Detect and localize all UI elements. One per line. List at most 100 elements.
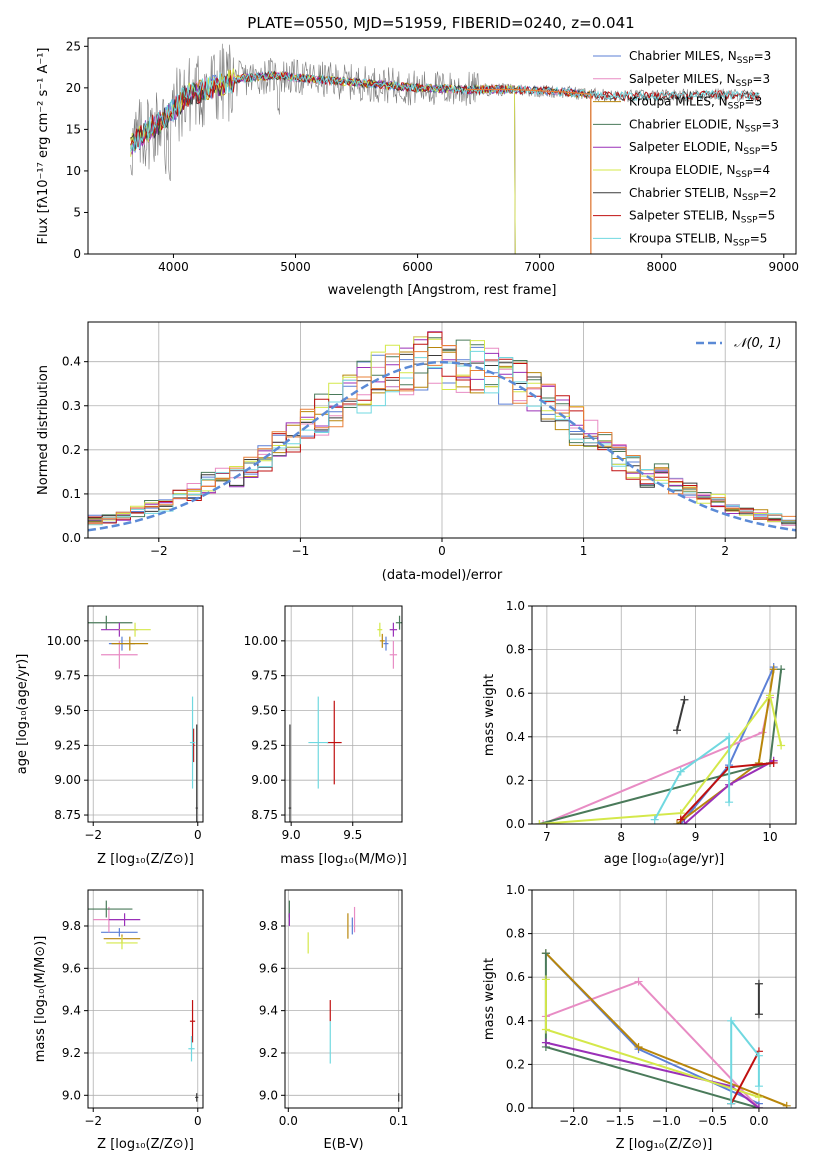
series-marker [754, 1051, 763, 1060]
y-tick-label: 10.00 [47, 634, 81, 648]
series-marker [754, 1093, 763, 1102]
age-vs-mass-xlabel: mass [log₁₀(M/M⊙)] [280, 852, 407, 867]
age_vs_Z-frame [87, 605, 204, 823]
y-tick-label: 1.0 [506, 883, 525, 897]
legend-label: Kroupa STELIB, NSSP=5 [629, 231, 767, 248]
x-tick-label: 9.5 [343, 828, 362, 842]
x-tick-label: −2 [150, 544, 168, 558]
point-kroupa-elodie [377, 622, 383, 637]
point-kroupa-miles [379, 633, 385, 648]
mass_weight_vs_age-frame [531, 605, 797, 825]
point-kroupa-elodie [119, 622, 151, 637]
series-marker [539, 820, 548, 824]
point-chabrier-miles [383, 636, 389, 651]
x-tick-label: 4000 [158, 260, 189, 274]
point-salpeter-elodie [108, 913, 141, 926]
series-salpeter-elodie [541, 1038, 763, 1108]
spectrum-frame [87, 37, 797, 255]
mass_weight_vs_age-axes: 7 8 9 10 0.0 0.2 0.4 0.6 0.8 1.0 [506, 599, 796, 844]
series-marker [754, 1010, 763, 1019]
series-marker [541, 949, 550, 958]
series-kroupa-stelib [727, 1016, 763, 1108]
x-tick-label: 1 [580, 544, 588, 558]
y-tick-label: 9.0 [62, 1088, 81, 1102]
mass_weight_vs_Z-xlabel: Z [log₁₀(Z/Z⊙)] [616, 1137, 713, 1152]
model-spectrum-kroupa-stelib [130, 70, 760, 152]
series-line [542, 697, 771, 824]
series-marker [541, 1038, 550, 1047]
legend-label: Salpeter STELIB, NSSP=5 [629, 209, 775, 226]
age_vs_mass-axes: 9.0 9.5 8.75 9.00 9.25 9.50 9.75 10.00 [244, 606, 402, 842]
y-tick-label: 9.2 [62, 1046, 81, 1060]
series-line [539, 693, 783, 824]
x-tick-label: −1.5 [605, 1114, 634, 1128]
y-tick-label: 0.0 [62, 531, 81, 545]
series-salpeter-miles [539, 693, 774, 824]
mass_weight_vs_age-ylabel: mass weight [482, 674, 497, 756]
point-salpeter-miles [101, 640, 138, 669]
y-tick-label: 1.0 [506, 599, 525, 613]
x-tick-label: 0 [194, 1114, 202, 1128]
series-marker [634, 977, 643, 986]
series-marker [725, 732, 734, 741]
series-marker [777, 665, 786, 674]
y-tick-label: 0.1 [62, 487, 81, 501]
residual_histogram-frame [87, 321, 797, 539]
observed-spectrum [130, 43, 760, 181]
series-marker [673, 820, 682, 824]
spectrum-xlabel: wavelength [Angstrom, rest frame] [328, 283, 557, 298]
series-marker [727, 1099, 736, 1108]
legend-label: Kroupa MILES, NSSP=3 [629, 95, 762, 112]
series-line [730, 1050, 760, 1105]
mass_weight_vs_Z-axes: −2.0 −1.5 −1.0 −0.5 0.0 0.0 0.2 0.4 0.6 0.8 1.0 [506, 883, 796, 1128]
y-tick-label: 9.25 [251, 738, 278, 752]
point-salpeter-elodie [389, 622, 398, 637]
y-tick-label: 9.25 [54, 738, 81, 752]
mass_vs_Z-frame [87, 889, 204, 1109]
series-line [676, 699, 686, 731]
point-chabrier-stelib [195, 1093, 199, 1102]
series-chabrier-stelib [673, 695, 689, 735]
y-tick-label: 0.2 [506, 773, 525, 787]
point-chabrier-miles [101, 928, 138, 937]
legend-label: Chabrier STELIB, NSSP=2 [629, 186, 777, 203]
point-kroupa-stelib [189, 696, 196, 789]
y-tick-label: 10 [66, 164, 81, 178]
legend-label: Salpeter MILES, NSSP=3 [629, 72, 770, 89]
y-tick-label: 9.50 [54, 704, 81, 718]
legend-label: 𝒩(0, 1) [734, 336, 781, 351]
x-tick-label: 0.1 [389, 1114, 408, 1128]
series-marker [769, 665, 778, 674]
series-marker [541, 1025, 550, 1034]
mass_vs_EBV-frame [284, 889, 403, 1109]
y-tick-label: 9.00 [54, 773, 81, 787]
x-tick-label: 2 [721, 544, 729, 558]
y-tick-label: 9.6 [259, 961, 278, 975]
x-tick-label: −1.0 [652, 1114, 681, 1128]
series-marker [541, 975, 550, 984]
y-tick-label: 20 [66, 81, 81, 95]
y-tick-label: 0.8 [506, 927, 525, 941]
series-marker [535, 820, 544, 824]
y-tick-label: 9.75 [251, 669, 278, 683]
spectrum-axes: 4000 5000 6000 7000 8000 9000 0 5 10 15 20 25 [66, 39, 799, 274]
y-tick-label: 9.4 [259, 1004, 278, 1018]
series-kroupa-elodie [535, 691, 786, 824]
x-tick-label: 0.0 [749, 1114, 768, 1128]
mass_weight_vs_Z-frame [531, 889, 797, 1109]
series-marker [680, 820, 689, 824]
x-tick-label: −2.0 [559, 1114, 588, 1128]
x-tick-label: −0.5 [698, 1114, 727, 1128]
y-tick-label: 9.0 [259, 1088, 278, 1102]
series-line [676, 669, 775, 824]
y-tick-label: 8.75 [54, 808, 81, 822]
histogram-orange_model [88, 345, 796, 525]
point-salpeter-miles [389, 640, 398, 669]
x-tick-label: 7 [543, 830, 551, 844]
legend-label: Chabrier ELODIE, NSSP=3 [629, 117, 779, 134]
spectrum-ylabel: Flux [fλ10⁻¹⁷ erg cm⁻² s⁻¹ A⁻¹] [36, 48, 51, 245]
x-tick-label: 8000 [646, 260, 677, 274]
legend-label: Salpeter ELODIE, NSSP=5 [629, 140, 778, 157]
series-marker [673, 726, 682, 735]
series-marker [765, 691, 774, 700]
